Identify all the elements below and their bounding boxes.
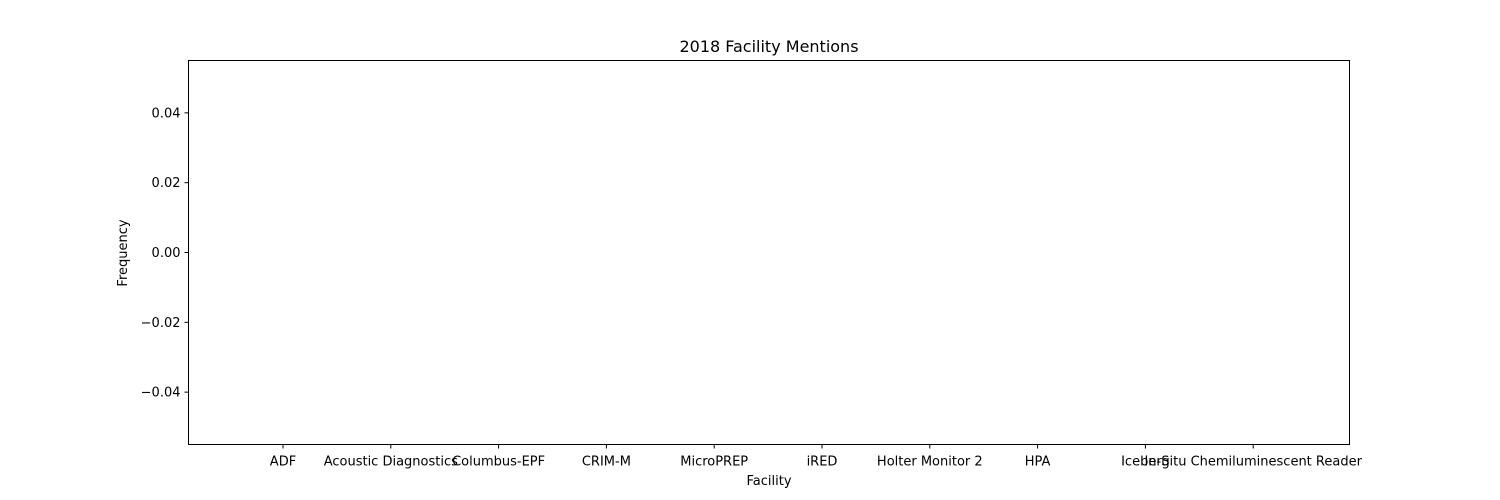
chart-title: 2018 Facility Mentions (679, 37, 858, 56)
y-tick-label: 0.00 (152, 246, 181, 261)
x-tick-label: CRIM-M (582, 455, 631, 470)
y-tick-label: −0.04 (141, 386, 181, 401)
y-axis-ticks: −0.04 −0.02 0.00 0.02 0.04 (141, 106, 189, 401)
plot-area (188, 60, 1350, 445)
x-tick-label: Columbus-EPF (452, 455, 545, 470)
x-tick-label: HPA (1025, 455, 1051, 470)
x-tick-label: iRED (807, 455, 838, 470)
y-tick-label: 0.02 (152, 176, 181, 191)
y-tick-label: −0.02 (141, 316, 181, 331)
x-tick-label: Iceberg (1121, 455, 1170, 470)
y-tick-label: 0.04 (152, 106, 181, 121)
x-tick-label: In-Situ Chemiluminescent Reader (1144, 455, 1362, 470)
x-axis-label: Facility (746, 474, 791, 489)
x-tick-label: Acoustic Diagnostics (324, 455, 458, 470)
y-axis-label: Frequency (116, 219, 131, 286)
x-tick-label: Holter Monitor 2 (877, 455, 983, 470)
x-tick-label: MicroPREP (680, 455, 748, 470)
x-tick-label: ADF (270, 455, 296, 470)
